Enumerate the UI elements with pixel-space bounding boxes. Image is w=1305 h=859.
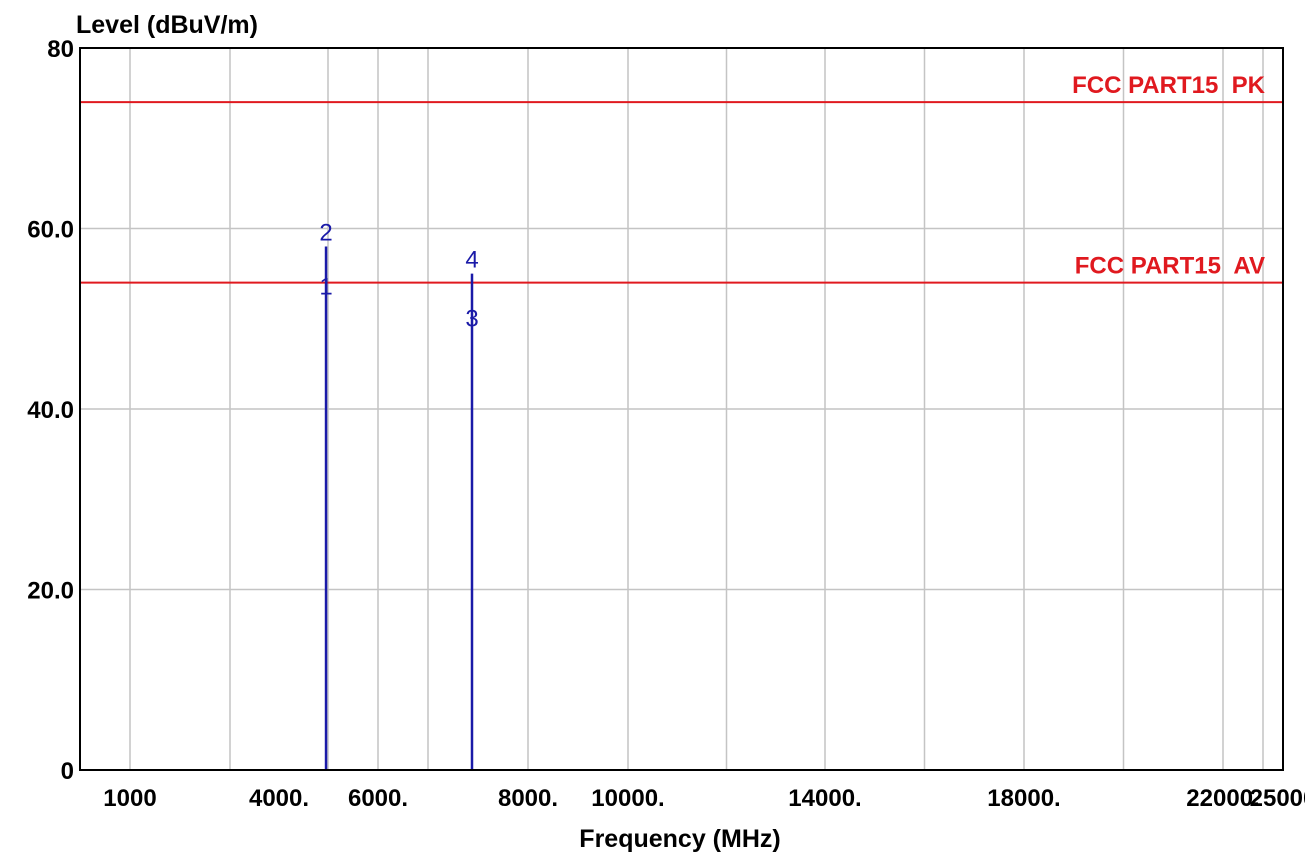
- limit-layer: FCC PART15 PK FCC PART15 AV: [80, 72, 1283, 284]
- x-tick-label: 22000.: [1186, 785, 1259, 812]
- y-tick-label: 0: [61, 758, 74, 785]
- x-tick-label: 1000: [103, 785, 156, 812]
- y-tick-label: 40.0: [27, 397, 74, 424]
- x-tick-label: 10000.: [591, 785, 664, 812]
- plot-frame: [79, 47, 1284, 771]
- marker-layer: 1 2 3 4: [319, 220, 478, 333]
- x-tick-label: 4000.: [249, 785, 309, 812]
- marker-label-1: 1: [319, 274, 332, 301]
- x-tick-label: 6000.: [348, 785, 408, 812]
- limit-line-label: FCC PART15 AV: [1075, 253, 1265, 280]
- x-tick-label: 14000.: [788, 785, 861, 812]
- trace-layer: [324, 246, 474, 770]
- y-axis-title: Level (dBuV/m): [76, 11, 258, 39]
- grid-layer: [80, 48, 1283, 770]
- y-tick-label: 60.0: [27, 217, 74, 244]
- marker-label-2: 2: [319, 220, 332, 247]
- x-tick-label: 18000.: [987, 785, 1060, 812]
- tick-layer: 0 20.0 40.0 60.0 80 1000 4000. 6000. 8000. 10000.…: [27, 36, 1305, 812]
- y-tick-label: 80: [47, 36, 74, 63]
- x-axis-title: Frequency (MHz): [579, 825, 780, 853]
- marker-label-3: 3: [465, 305, 478, 332]
- x-tick-label: 25000: [1250, 785, 1305, 812]
- y-tick-label: 20.0: [27, 578, 74, 605]
- marker-label-4: 4: [465, 247, 478, 274]
- limit-line-label: FCC PART15 PK: [1072, 72, 1266, 99]
- x-tick-label: 8000.: [498, 785, 558, 812]
